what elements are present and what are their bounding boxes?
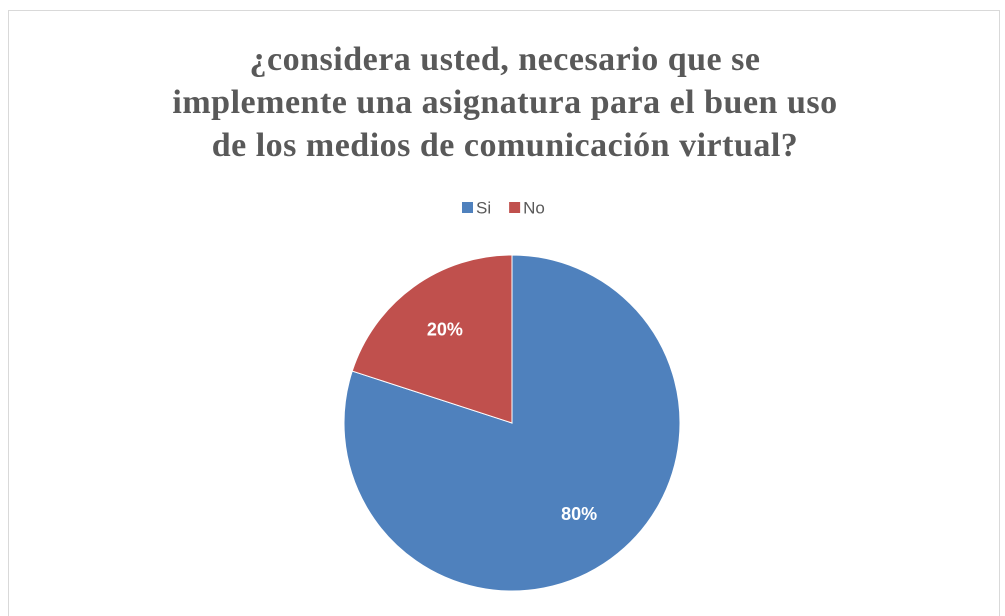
chart-title: implemente una asignatura para el buen u…	[172, 84, 837, 121]
legend-label: No	[523, 198, 545, 217]
chart-title: de los medios de comunicación virtual?	[212, 127, 799, 164]
data-label: 20%	[427, 319, 463, 339]
legend-swatch	[462, 202, 473, 213]
pie-slice	[351, 254, 513, 424]
pie-slice	[343, 254, 681, 592]
chart-title: ¿considera usted, necesario que se	[250, 41, 761, 78]
legend-swatch	[509, 202, 521, 213]
data-label: 80%	[561, 504, 597, 524]
legend-label: Si	[476, 198, 491, 217]
